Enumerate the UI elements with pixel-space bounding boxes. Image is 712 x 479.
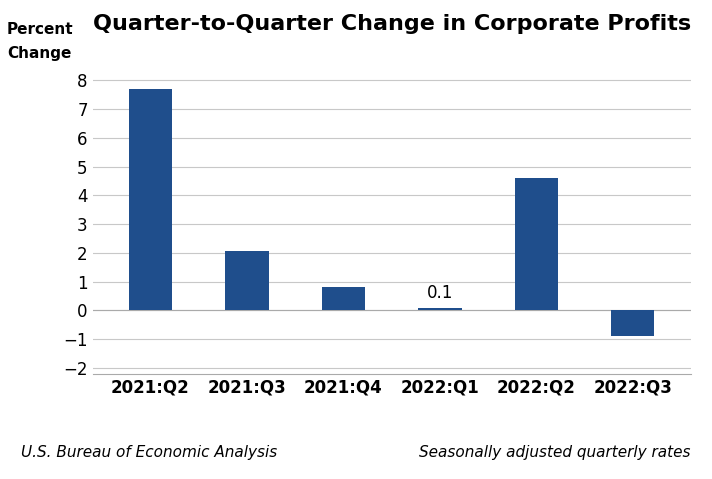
Text: Quarter-to-Quarter Change in Corporate Profits: Quarter-to-Quarter Change in Corporate P… — [93, 14, 691, 34]
Bar — [611, 310, 654, 336]
Text: 0.1: 0.1 — [426, 284, 453, 302]
Text: Seasonally adjusted quarterly rates: Seasonally adjusted quarterly rates — [419, 445, 691, 460]
Text: Change: Change — [7, 46, 71, 60]
Bar — [515, 178, 558, 310]
Text: U.S. Bureau of Economic Analysis: U.S. Bureau of Economic Analysis — [21, 445, 278, 460]
Bar — [322, 287, 365, 310]
Bar — [418, 308, 461, 310]
Bar — [225, 251, 268, 310]
Text: Percent: Percent — [7, 22, 74, 36]
Bar — [129, 89, 172, 310]
